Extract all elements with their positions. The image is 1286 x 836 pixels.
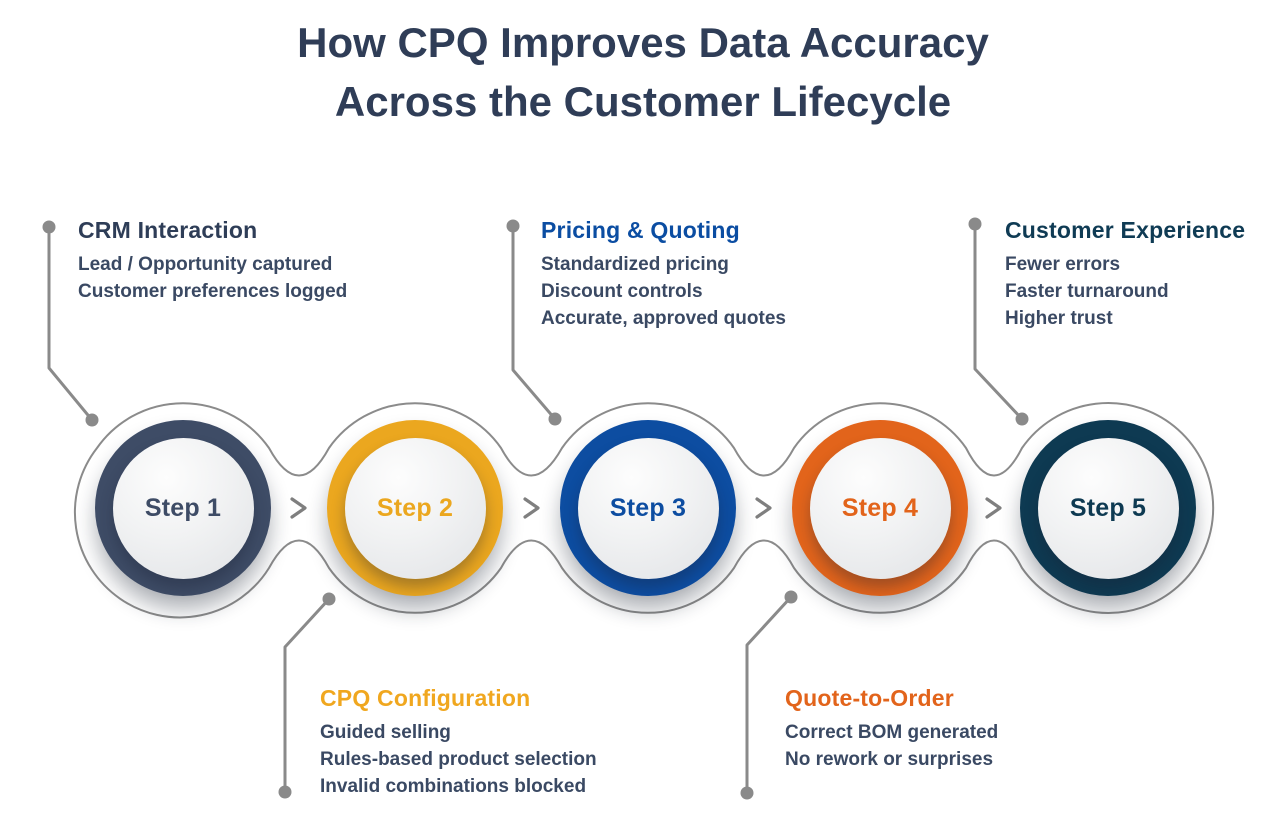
step-inner-disc-4: Step 4	[809, 437, 951, 579]
step-ring-4: Step 4	[792, 420, 968, 596]
callout-line: Fewer errors	[1005, 254, 1121, 275]
step-circle-1: Step 1	[95, 420, 271, 596]
chevron-right-icon	[755, 497, 772, 519]
step-label-3: Step 3	[609, 493, 687, 522]
connector-line	[47, 227, 94, 421]
step-ring-5: Step 5	[1020, 420, 1196, 596]
callout-line: Customer preferences logged	[78, 281, 348, 302]
callout-line: No rework or surprises	[785, 749, 994, 770]
callout-title: Customer Experience	[1005, 217, 1246, 243]
callout-line: Invalid combinations blocked	[320, 776, 587, 797]
connector-pricing-quoting	[506, 219, 562, 426]
callout-line: Correct BOM generated	[785, 722, 999, 743]
callout-line: Guided selling	[320, 722, 451, 743]
step-inner-disc-5: Step 5	[1037, 437, 1179, 579]
connector-dot	[506, 219, 520, 233]
step-circle-4: Step 4	[792, 420, 968, 596]
callout-line: Discount controls	[541, 281, 703, 302]
callout-crm-interaction: CRM Interaction Lead / Opportunity captu…	[78, 217, 347, 305]
step-label-4: Step 4	[841, 493, 919, 522]
callout-line: Faster turnaround	[1005, 281, 1169, 302]
connector-line	[973, 224, 1024, 421]
callout-title: CPQ Configuration	[320, 685, 531, 711]
step-label-5: Step 5	[1069, 493, 1147, 522]
page-title-line-2: Across the Customer Lifecycle	[334, 78, 952, 125]
callout-title: Pricing & Quoting	[541, 217, 740, 243]
chevron-right-icon	[985, 497, 1002, 519]
step-label-1: Step 1	[144, 493, 222, 522]
step-ring-1: Step 1	[95, 420, 271, 596]
step-inner-disc-3: Step 3	[577, 437, 719, 579]
callout-pricing-quoting: Pricing & Quoting Standardized pricing D…	[541, 217, 786, 332]
chevron-right-icon	[290, 497, 307, 519]
step-ring-3: Step 3	[560, 420, 736, 596]
chain-outline	[73, 402, 1215, 619]
callout-line: Standardized pricing	[541, 254, 729, 275]
callout-line: Rules-based product selection	[320, 749, 597, 770]
connector-dot	[278, 785, 292, 799]
connector-customer-experience	[968, 217, 1029, 426]
connector-dot	[322, 592, 336, 606]
page-title: How CPQ Improves Data Accuracy Across th…	[0, 13, 1286, 131]
callout-quote-to-order: Quote-to-Order Correct BOM generated No …	[785, 685, 998, 773]
step-inner-disc-2: Step 2	[344, 437, 486, 579]
callout-title: Quote-to-Order	[785, 685, 954, 711]
connector-dot	[784, 590, 798, 604]
callout-line: Higher trust	[1005, 308, 1113, 329]
step-circle-2: Step 2	[327, 420, 503, 596]
connector-dot	[968, 217, 982, 231]
step-inner-disc-1: Step 1	[112, 437, 254, 579]
connector-dot	[1015, 412, 1029, 426]
chevron-right-icon	[523, 497, 540, 519]
connector-quote-to-order	[740, 590, 798, 800]
callout-customer-experience: Customer Experience Fewer errors Faster …	[1005, 217, 1245, 332]
connector-dot	[740, 786, 754, 800]
connector-cpq-configuration	[278, 592, 336, 799]
connector-line	[511, 226, 557, 420]
page-title-line-1: How CPQ Improves Data Accuracy	[297, 19, 989, 66]
step-circle-5: Step 5	[1020, 420, 1196, 596]
callout-line: Accurate, approved quotes	[541, 308, 786, 329]
connector-line	[283, 597, 331, 792]
connector-dot	[548, 412, 562, 426]
connector-line	[745, 595, 793, 793]
connector-dot	[85, 413, 99, 427]
callout-line: Lead / Opportunity captured	[78, 254, 333, 275]
callout-cpq-configuration: CPQ Configuration Guided selling Rules-b…	[320, 685, 597, 800]
step-label-2: Step 2	[376, 493, 454, 522]
connector-crm-interaction	[42, 220, 99, 427]
step-circle-3: Step 3	[560, 420, 736, 596]
step-ring-2: Step 2	[327, 420, 503, 596]
callout-title: CRM Interaction	[78, 217, 258, 243]
connector-dot	[42, 220, 56, 234]
